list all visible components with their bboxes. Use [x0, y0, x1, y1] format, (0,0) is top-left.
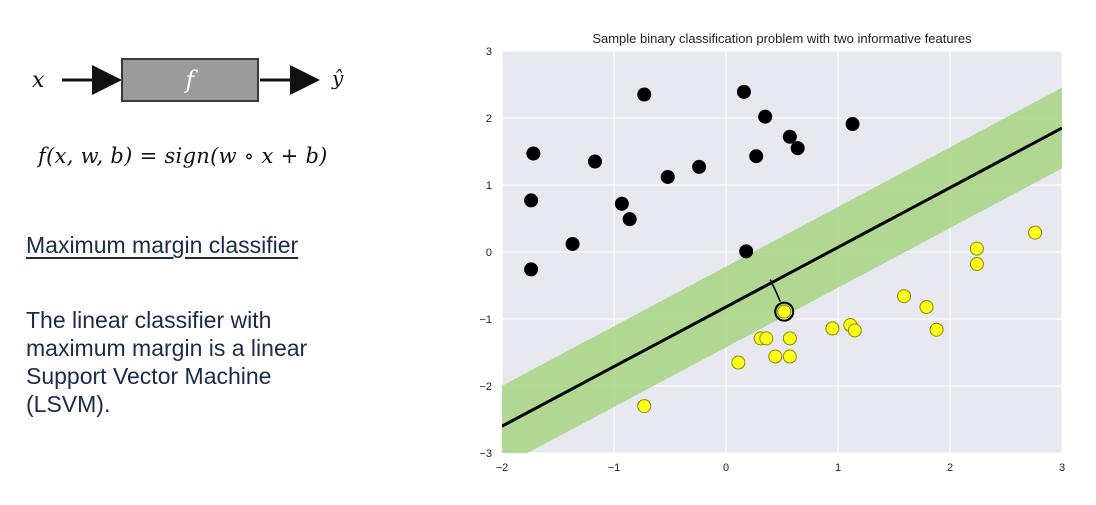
annotation-stroke	[769, 279, 781, 302]
x-tick-label: 3	[1059, 462, 1065, 474]
input-variable: x	[32, 68, 45, 93]
class-a-point	[614, 196, 629, 211]
class-b-point	[637, 399, 652, 414]
class-b-point	[731, 355, 746, 370]
description-line: (LSVM).	[26, 391, 111, 417]
class-a-point	[637, 87, 652, 102]
y-tick-label: 1	[486, 180, 492, 192]
class-a-point	[524, 193, 539, 208]
function-label: f	[185, 66, 195, 94]
class-b-point	[782, 349, 797, 364]
description-line: The linear classifier with	[26, 307, 272, 333]
description: The linear classifier with maximum margi…	[26, 306, 406, 418]
y-tick-label: −2	[479, 381, 492, 393]
output-variable: ŷ	[332, 66, 344, 90]
y-tick-label: 3	[486, 46, 492, 58]
class-b-point	[919, 299, 934, 314]
class-a-point	[749, 149, 764, 164]
class-b-point	[768, 349, 783, 364]
class-b-point	[825, 321, 840, 336]
margin-band	[502, 87, 1062, 453]
function-box: f	[121, 58, 259, 102]
class-b-point	[969, 241, 984, 256]
class-b-point	[782, 331, 797, 346]
diagram-arrows	[62, 65, 320, 95]
decision-boundary-line	[502, 126, 1062, 428]
description-line: maximum margin is a linear	[26, 335, 308, 361]
chart-title: Sample binary classification problem wit…	[592, 31, 972, 46]
class-a-point	[526, 146, 541, 161]
class-b-point	[847, 323, 862, 338]
class-a-point	[622, 212, 637, 227]
class-a-point	[739, 244, 754, 259]
class-a-point	[782, 129, 797, 144]
block-diagram: x f ŷ	[20, 50, 360, 110]
x-tick-label: 0	[723, 462, 729, 474]
class-b-point	[897, 289, 912, 304]
description-line: Support Vector Machine	[26, 363, 272, 389]
class-a-point	[758, 109, 773, 124]
section-heading: Maximum margin classifier	[26, 232, 299, 258]
slide-text-panel: x f ŷ f(x, w, b) = sign(w ∘ x + b) Maxim…	[0, 0, 440, 504]
y-tick-label: 2	[486, 113, 492, 125]
classifier-formula: f(x, w, b) = sign(w ∘ x + b)	[38, 144, 328, 168]
chart-svg: −2 −1 0 1 2 3 −3 −2 −1 0 1 2 3 Sample binary classifi…	[479, 31, 1065, 474]
class-a-point	[660, 169, 675, 184]
y-tick-label: −1	[479, 314, 492, 326]
class-b-point	[969, 257, 984, 272]
class-a-point	[692, 159, 707, 174]
scatter-chart: −2 −1 0 1 2 3 −3 −2 −1 0 1 2 3 Sample binary classifi…	[448, 24, 1088, 500]
class-b-point	[1028, 225, 1043, 240]
class-b-point	[777, 304, 792, 319]
x-tick-label: −1	[608, 462, 621, 474]
y-tick-label: −3	[479, 448, 492, 460]
class-a-point	[790, 141, 805, 156]
annotation-circle	[774, 301, 795, 322]
class-a-point	[565, 236, 580, 251]
class-b-point	[759, 331, 774, 346]
y-tick-label: 0	[486, 247, 492, 259]
x-tick-label: 1	[835, 462, 841, 474]
class-a-point	[524, 262, 539, 277]
x-tick-label: 2	[947, 462, 953, 474]
class-a-point	[587, 154, 602, 169]
x-tick-label: −2	[496, 462, 509, 474]
class-b-point	[929, 322, 944, 337]
class-a-point	[845, 117, 860, 132]
class-a-point	[736, 84, 751, 99]
